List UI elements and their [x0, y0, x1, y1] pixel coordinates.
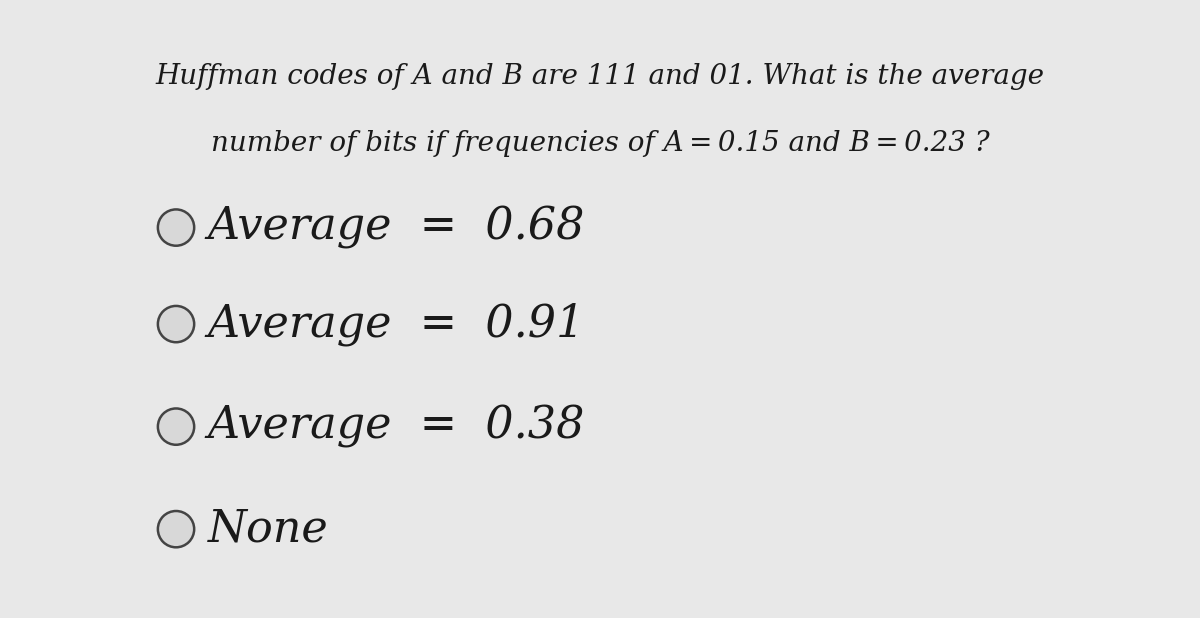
Ellipse shape [158, 210, 194, 246]
Text: Average  =  0.38: Average = 0.38 [208, 405, 586, 448]
Ellipse shape [158, 408, 194, 445]
Text: Average  =  0.68: Average = 0.68 [208, 206, 586, 249]
Text: number of bits if frequencies of A = 0.15 and B = 0.23 ?: number of bits if frequencies of A = 0.1… [211, 130, 989, 156]
Text: None: None [208, 507, 329, 551]
Ellipse shape [158, 511, 194, 548]
Text: Huffman codes of A and B are 111 and 01. What is the average: Huffman codes of A and B are 111 and 01.… [156, 63, 1044, 90]
Ellipse shape [158, 306, 194, 342]
Text: Average  =  0.91: Average = 0.91 [208, 302, 586, 346]
